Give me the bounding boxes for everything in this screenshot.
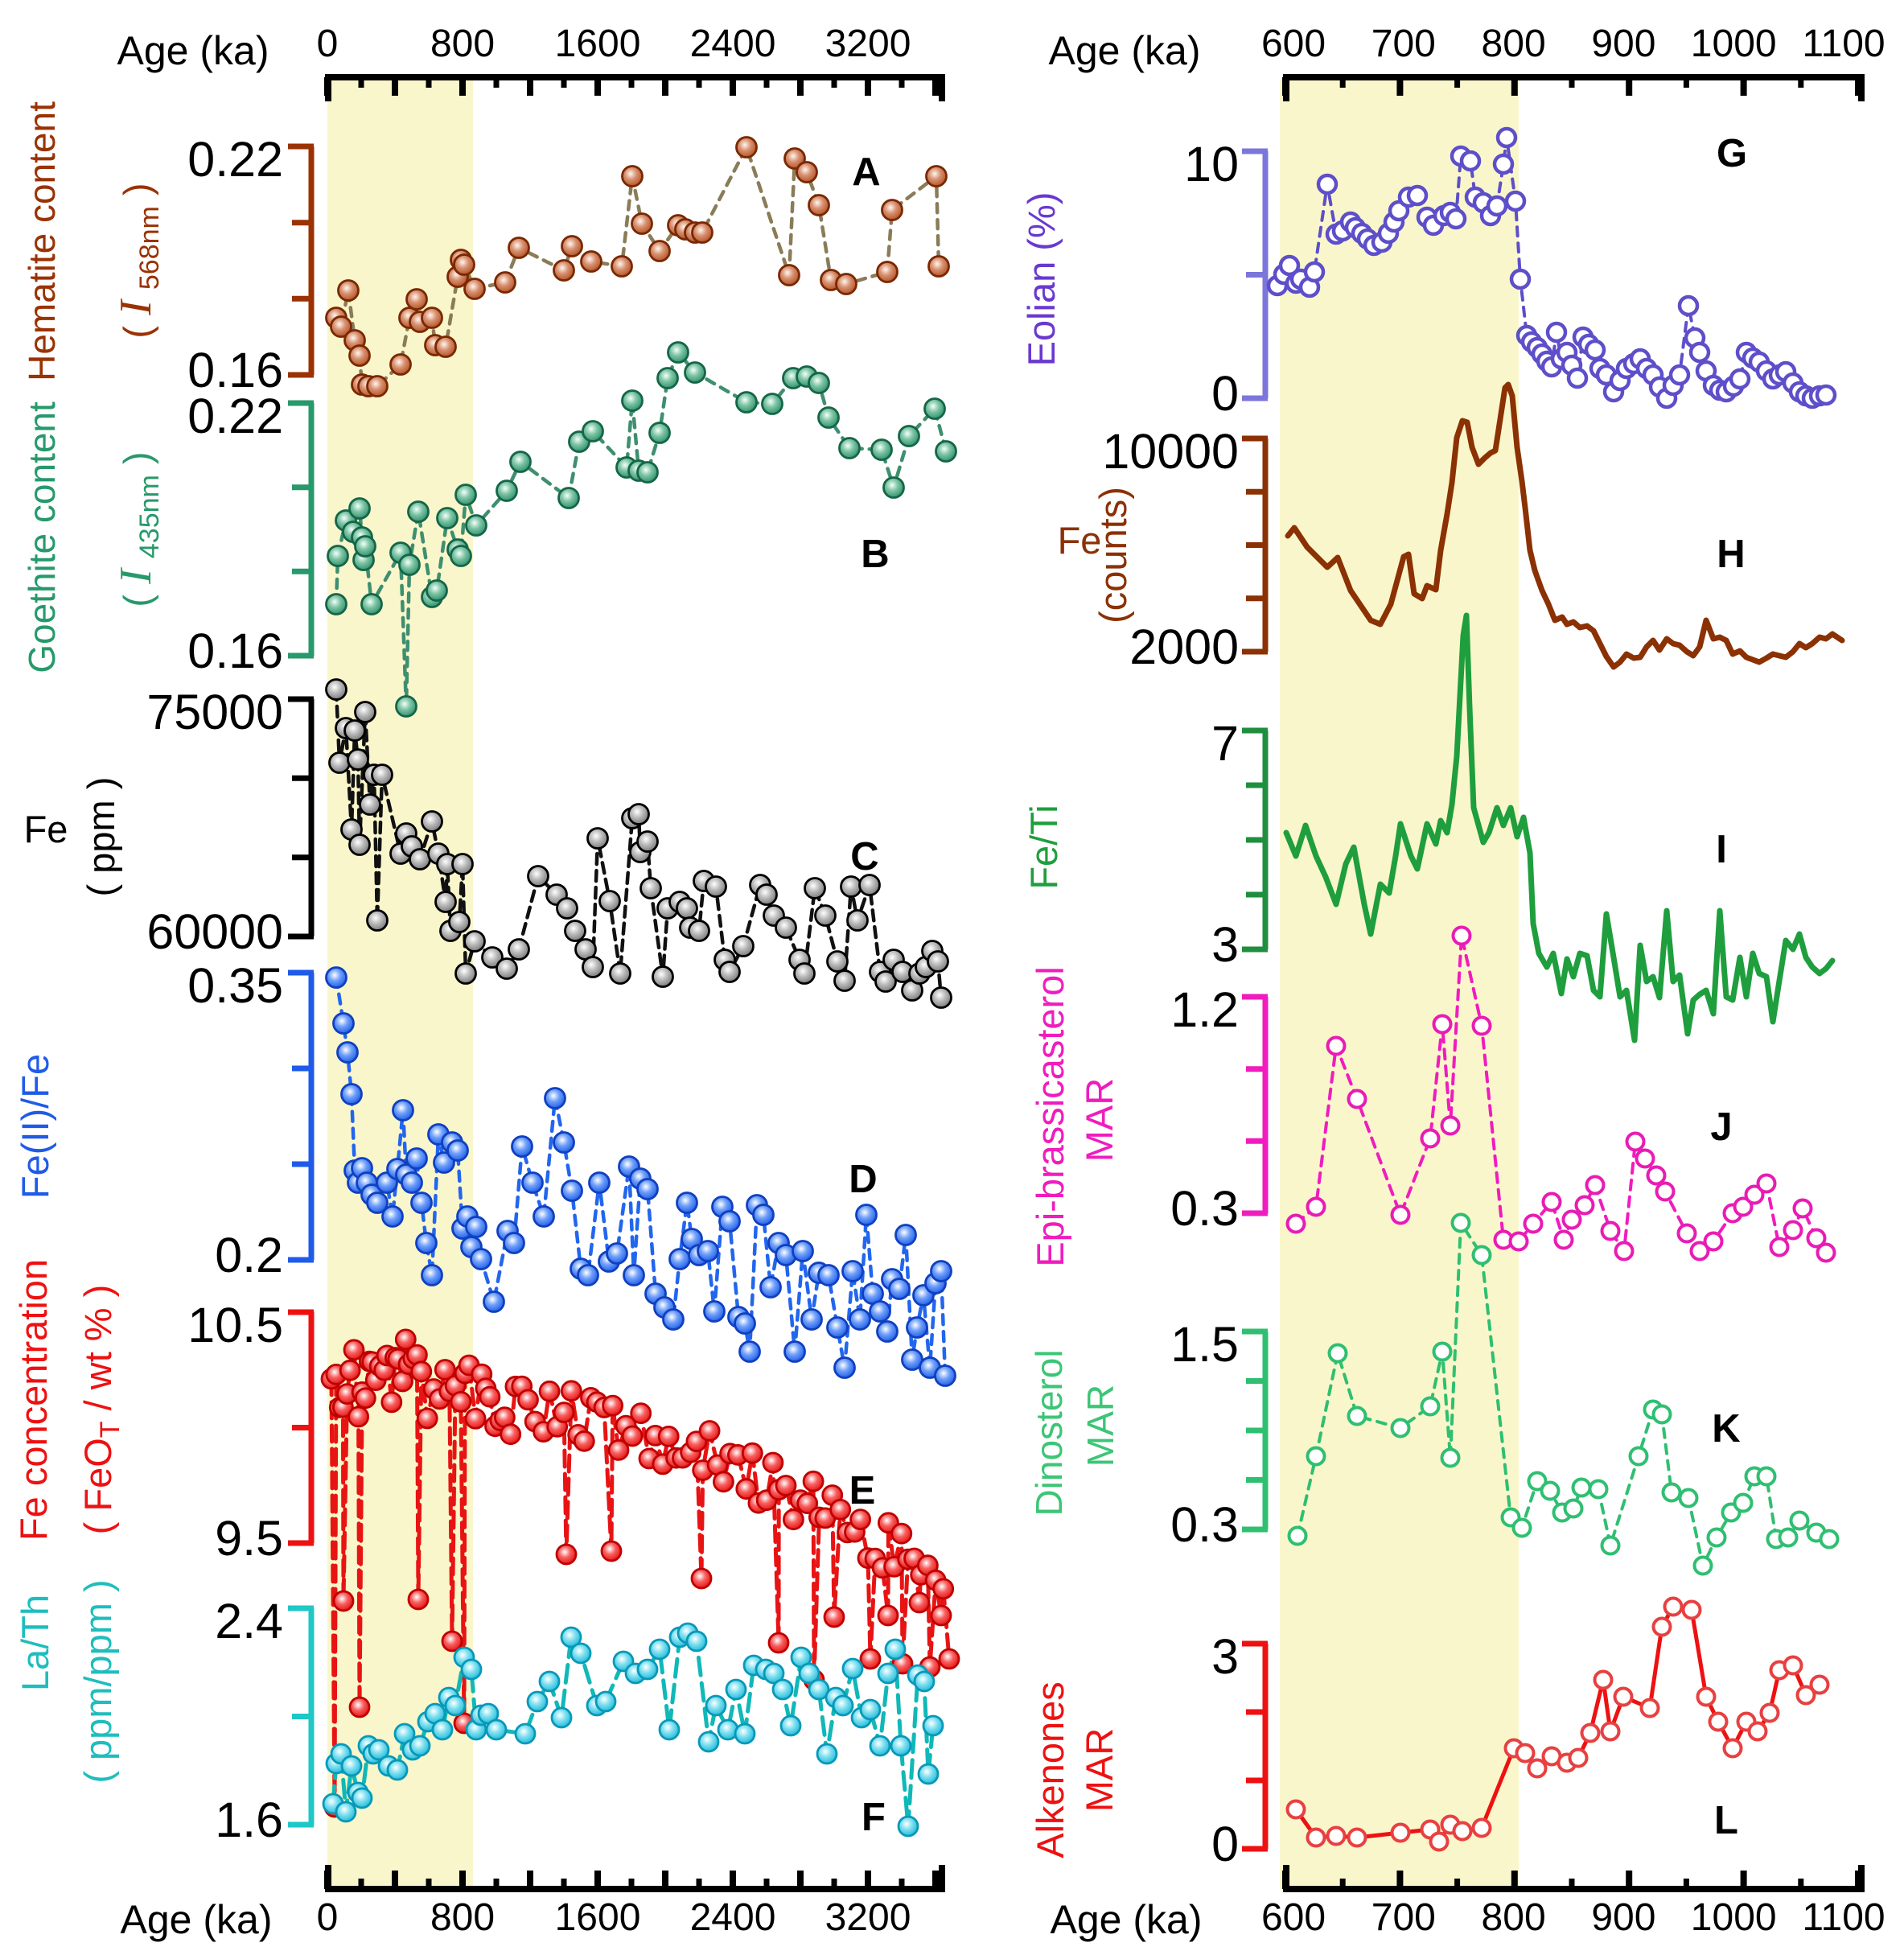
svg-text:0.3: 0.3 (1170, 1497, 1239, 1552)
svg-text:C: C (850, 835, 878, 879)
svg-text:B: B (861, 533, 889, 576)
svg-text:MAR: MAR (1078, 1728, 1121, 1812)
svg-text:Fe concentration: Fe concentration (12, 1259, 55, 1541)
svg-text:Fe: Fe (24, 808, 68, 850)
svg-text:Dinosterol: Dinosterol (1028, 1349, 1070, 1516)
svg-text:1.2: 1.2 (1170, 982, 1239, 1037)
svg-text:Eolian (%): Eolian (%) (1020, 192, 1063, 367)
svg-text:1000: 1000 (1691, 1896, 1777, 1939)
svg-text:10000: 10000 (1102, 424, 1239, 479)
svg-text:2400: 2400 (690, 23, 776, 65)
svg-text:0.16: 0.16 (187, 343, 283, 397)
svg-text:0: 0 (1211, 1817, 1239, 1871)
svg-text:( ppm/ppm ): ( ppm/ppm ) (76, 1579, 119, 1783)
svg-text:7: 7 (1211, 716, 1239, 771)
svg-text:1600: 1600 (555, 23, 641, 65)
svg-text:0.2: 0.2 (215, 1228, 283, 1282)
svg-text:Fe: Fe (1058, 519, 1102, 562)
svg-text:10: 10 (1184, 137, 1239, 191)
svg-text:0.35: 0.35 (187, 958, 283, 1013)
svg-text:1100: 1100 (1802, 23, 1885, 65)
svg-text:800: 800 (1482, 23, 1546, 65)
svg-text:3: 3 (1211, 917, 1239, 972)
svg-text:2.4: 2.4 (215, 1594, 283, 1648)
svg-text:800: 800 (430, 1896, 495, 1939)
svg-text:(counts): (counts) (1092, 487, 1134, 624)
svg-text:10.5: 10.5 (187, 1298, 283, 1352)
svg-text:E: E (849, 1469, 876, 1513)
svg-text:0.3: 0.3 (1170, 1181, 1239, 1236)
svg-text:1600: 1600 (555, 1896, 641, 1939)
svg-text:60000: 60000 (146, 904, 283, 959)
svg-text:0.22: 0.22 (187, 132, 283, 187)
svg-text:( FeOT / wt % ): ( FeOT / wt % ) (76, 1285, 125, 1535)
svg-text:La/Th: La/Th (14, 1595, 56, 1691)
svg-text:G: G (1717, 132, 1747, 175)
svg-text:L: L (1714, 1799, 1738, 1842)
svg-text:600: 600 (1261, 23, 1326, 65)
svg-text:900: 900 (1591, 1896, 1655, 1939)
svg-text:A: A (852, 150, 880, 194)
svg-text:K: K (1712, 1407, 1740, 1451)
svg-text:0.16: 0.16 (187, 624, 283, 678)
svg-text:Fe/Ti: Fe/Ti (1022, 805, 1065, 889)
svg-text:Epi-brassicasterol: Epi-brassicasterol (1029, 966, 1071, 1267)
svg-text:2000: 2000 (1129, 619, 1239, 674)
svg-text:3200: 3200 (825, 1896, 911, 1939)
svg-text:700: 700 (1371, 1896, 1436, 1939)
svg-text:1100: 1100 (1802, 1896, 1885, 1939)
svg-text:( I 435nm ): ( I 435nm ) (111, 451, 165, 607)
svg-text:800: 800 (1482, 1896, 1546, 1939)
svg-text:9.5: 9.5 (215, 1511, 283, 1566)
svg-text:1000: 1000 (1691, 23, 1777, 65)
svg-text:( ppm ): ( ppm ) (80, 777, 122, 897)
svg-text:Age (ka): Age (ka) (1051, 1897, 1203, 1942)
svg-text:3200: 3200 (825, 23, 911, 65)
svg-text:Goethite content: Goethite content (21, 401, 63, 673)
svg-text:I: I (1716, 828, 1727, 871)
svg-text:Age (ka): Age (ka) (1049, 28, 1201, 73)
svg-text:Fe(II)/Fe: Fe(II)/Fe (14, 1054, 56, 1199)
svg-text:MAR: MAR (1078, 1078, 1121, 1162)
svg-text:0: 0 (317, 23, 339, 65)
svg-text:1.6: 1.6 (215, 1792, 283, 1847)
svg-text:75000: 75000 (146, 685, 283, 739)
svg-text:Hematite content: Hematite content (21, 101, 63, 381)
svg-text:J: J (1710, 1105, 1732, 1149)
svg-text:Age (ka): Age (ka) (121, 1897, 273, 1942)
svg-text:600: 600 (1261, 1896, 1326, 1939)
svg-text:800: 800 (430, 23, 495, 65)
svg-text:0: 0 (317, 1896, 339, 1939)
svg-text:H: H (1717, 533, 1745, 576)
svg-text:0: 0 (1211, 366, 1239, 421)
svg-text:( I 568nm ): ( I 568nm ) (111, 183, 165, 338)
svg-text:900: 900 (1591, 23, 1655, 65)
svg-text:700: 700 (1371, 23, 1436, 65)
svg-text:Alkenones: Alkenones (1029, 1681, 1071, 1858)
svg-text:F: F (862, 1796, 886, 1839)
svg-text:1.5: 1.5 (1170, 1317, 1239, 1372)
svg-text:MAR: MAR (1079, 1385, 1121, 1467)
svg-text:D: D (849, 1158, 877, 1201)
svg-text:2400: 2400 (690, 1896, 776, 1939)
svg-text:0.22: 0.22 (187, 389, 283, 443)
svg-text:Age (ka): Age (ka) (117, 28, 269, 73)
svg-text:3: 3 (1211, 1629, 1239, 1684)
